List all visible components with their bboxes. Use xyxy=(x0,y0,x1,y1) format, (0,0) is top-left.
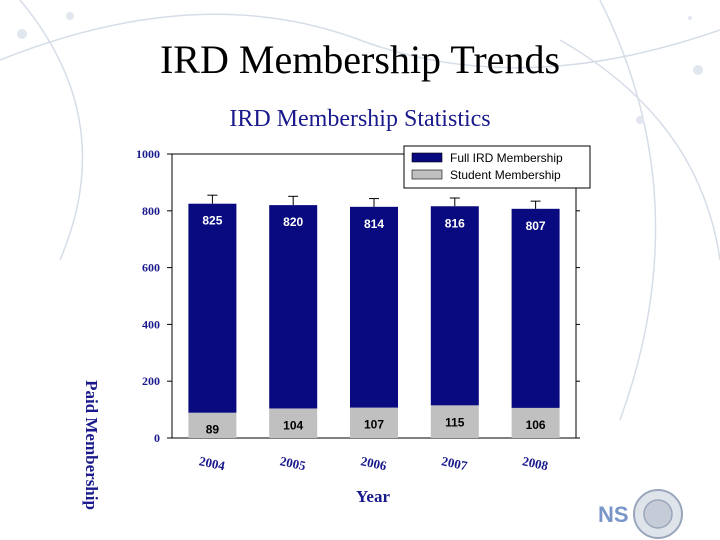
bar-full xyxy=(188,203,237,413)
legend-label: Student Membership xyxy=(450,168,561,182)
x-tick-label: 2005 xyxy=(279,453,308,473)
data-label-student: 89 xyxy=(206,423,220,437)
y-tick-label: 400 xyxy=(142,317,160,331)
bar-full xyxy=(350,206,398,408)
x-tick-label: 2008 xyxy=(521,453,550,473)
y-tick-label: 200 xyxy=(142,374,160,388)
y-tick-label: 600 xyxy=(142,261,160,275)
data-label-full: 807 xyxy=(526,219,546,233)
bar-student xyxy=(430,405,479,438)
chart-title: IRD Membership Statistics xyxy=(229,106,490,132)
x-tick-label: 2006 xyxy=(359,453,388,473)
bar-full xyxy=(269,205,318,409)
x-tick-label: 2004 xyxy=(198,453,227,473)
logo-emblem xyxy=(633,489,683,539)
logo-text: NS xyxy=(598,502,629,527)
data-label-student: 107 xyxy=(364,418,384,432)
legend-swatch xyxy=(411,169,443,180)
slide-title: IRD Membership Trends xyxy=(159,37,561,82)
data-label-student: 106 xyxy=(526,418,546,432)
y-tick-label: 0 xyxy=(154,431,160,445)
data-label-full: 814 xyxy=(364,217,384,231)
data-label-student: 104 xyxy=(283,418,303,432)
bar-full xyxy=(511,208,560,408)
data-label-student: 115 xyxy=(445,415,465,429)
bar-student xyxy=(350,407,398,438)
chart-bars: 825 89 2004 820 104 2005 814 107 2006 816 115 2007 8… xyxy=(188,194,560,473)
legend-swatch xyxy=(411,152,443,163)
bar-student xyxy=(188,412,237,438)
bar-student xyxy=(511,407,560,438)
x-tick-label: 2007 xyxy=(440,453,469,473)
chart-legend: Full IRD Membership Student Membership xyxy=(403,145,591,189)
bar-full xyxy=(430,206,479,406)
data-label-full: 825 xyxy=(202,214,222,228)
y-tick-label: 800 xyxy=(142,204,160,218)
legend-label: Full IRD Membership xyxy=(450,151,563,165)
x-axis-label: Year xyxy=(356,487,390,506)
bar-student xyxy=(269,408,318,438)
y-axis-label: Paid Membership xyxy=(82,380,101,510)
data-label-full: 820 xyxy=(283,215,303,229)
y-tick-label: 1000 xyxy=(136,147,160,161)
data-label-full: 816 xyxy=(445,216,465,230)
